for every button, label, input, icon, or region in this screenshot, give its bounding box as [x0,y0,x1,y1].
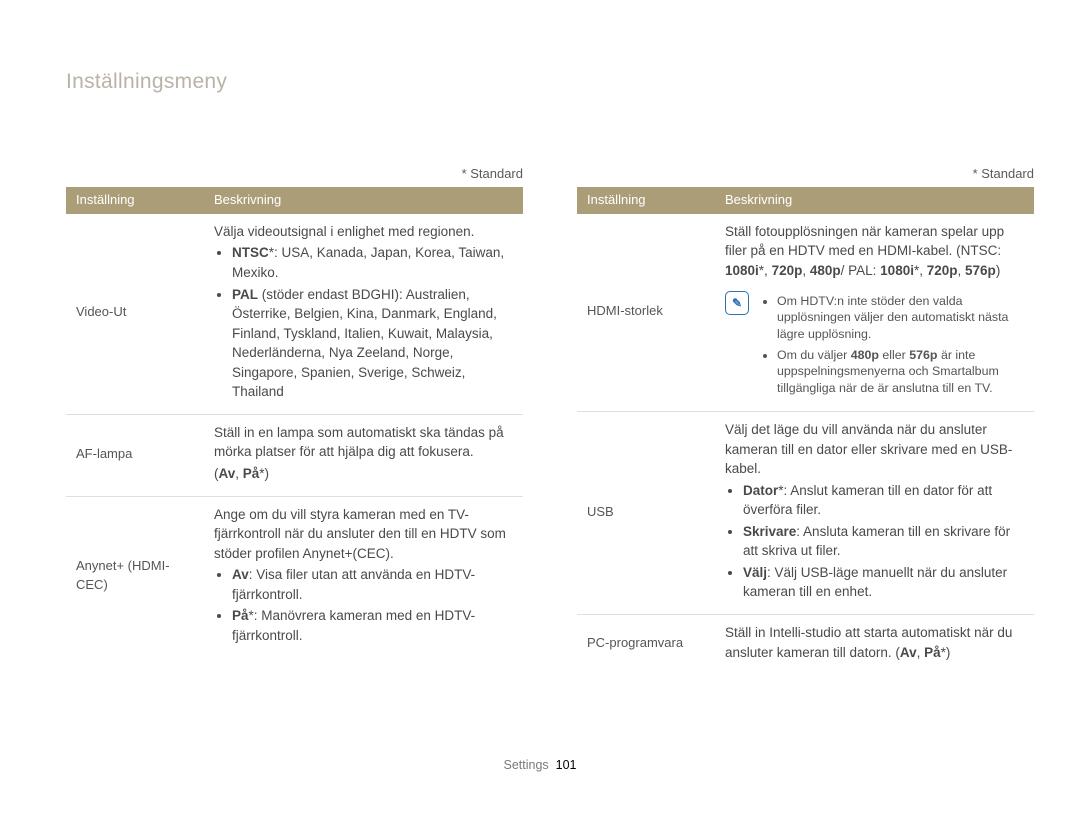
description-list-item: Av: Visa filer utan att använda en HDTV-… [232,565,513,604]
description-text: Ange om du vill styra kameran med en TV-… [214,505,513,564]
setting-label: HDMI-storlek [577,214,715,412]
table-row: AF-lampa Ställ in en lampa som automatisk… [66,414,523,496]
setting-description: Välja videoutsignal i enlighet med regio… [204,214,523,415]
setting-label: Anynet+ (HDMI-CEC) [66,496,204,657]
description-text: Välj det läge du vill använda när du ans… [725,420,1024,479]
page-footer: Settings 101 [0,758,1080,772]
description-text: Ställ in en lampa som automatiskt ska tä… [214,423,513,462]
setting-description: Ange om du vill styra kameran med en TV-… [204,496,523,657]
description-list-item: Välj: Välj USB-läge manuellt när du ansl… [743,563,1024,602]
footer-section: Settings [504,758,549,772]
setting-label: PC-programvara [577,615,715,675]
page-title: Inställningsmeny [66,70,1034,94]
th-description: Beskrivning [715,187,1034,214]
setting-description: Välj det läge du vill använda när du ans… [715,411,1034,614]
description-list: Av: Visa filer utan att använda en HDTV-… [214,565,513,645]
table-row: PC-programvara Ställ in Intelli-studio at… [577,615,1034,675]
note-block: ✎ Om HDTV:n inte stöder den valda upplösn… [725,289,1024,401]
th-description: Beskrivning [204,187,523,214]
description-text: Välja videoutsignal i enlighet med regio… [214,222,513,242]
setting-description: Ställ in en lampa som automatiskt ska tä… [204,414,523,496]
options-text: (Av, På*) [214,464,513,484]
content-columns: * Standard Inställning Beskrivning Video… [66,166,1034,674]
description-list-item: På*: Manövrera kameran med en HDTV-fjärr… [232,606,513,645]
setting-label: Video-Ut [66,214,204,415]
setting-description: Ställ fotoupplösningen när kameran spela… [715,214,1034,412]
standard-note-left: * Standard [66,166,523,181]
th-setting: Inställning [66,187,204,214]
standard-note-right: * Standard [577,166,1034,181]
description-list: Dator*: Anslut kameran till en dator för… [725,481,1024,602]
description-list-item: PAL (stöder endast BDGHI): Australien, Ö… [232,285,513,402]
settings-table-left: Inställning Beskrivning Video-Ut Välja vi… [66,187,523,658]
note-list-item: Om du väljer 480p eller 576p är inte upp… [777,347,1024,397]
table-row: Video-Ut Välja videoutsignal i enlighet m… [66,214,523,415]
setting-label: USB [577,411,715,614]
note-list: Om HDTV:n inte stöder den valda upplösni… [759,291,1024,401]
table-row: USBVälj det läge du vill använda när du … [577,411,1034,614]
note-list-item: Om HDTV:n inte stöder den valda upplösni… [777,293,1024,343]
table-row: HDMI-storlekStäll fotoupplösningen när k… [577,214,1034,412]
settings-table-right: Inställning Beskrivning HDMI-storlekStäl… [577,187,1034,674]
footer-page-number: 101 [556,758,577,772]
th-setting: Inställning [577,187,715,214]
description-list-item: Dator*: Anslut kameran till en dator för… [743,481,1024,520]
description-list-item: NTSC*: USA, Kanada, Japan, Korea, Taiwan… [232,243,513,282]
description-list-item: Skrivare: Ansluta kameran till en skriva… [743,522,1024,561]
setting-label: AF-lampa [66,414,204,496]
left-column: * Standard Inställning Beskrivning Video… [66,166,523,674]
note-icon: ✎ [725,291,749,315]
table-row: Anynet+ (HDMI-CEC)Ange om du vill styra … [66,496,523,657]
description-text: Ställ fotoupplösningen när kameran spela… [725,222,1024,281]
description-text: Ställ in Intelli-studio att starta autom… [725,623,1024,662]
description-list: NTSC*: USA, Kanada, Japan, Korea, Taiwan… [214,243,513,402]
setting-description: Ställ in Intelli-studio att starta autom… [715,615,1034,675]
right-column: * Standard Inställning Beskrivning HDMI-… [577,166,1034,674]
